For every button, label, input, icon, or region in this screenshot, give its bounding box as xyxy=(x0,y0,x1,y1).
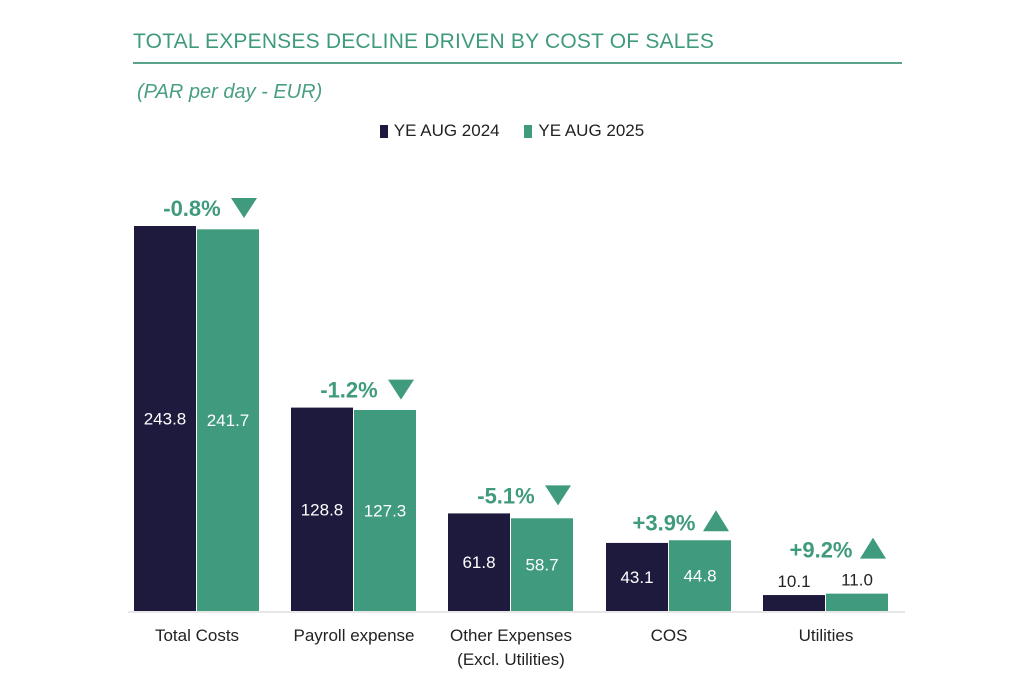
value-label: 10.1 xyxy=(777,572,810,591)
bar-2025-2 xyxy=(511,518,573,611)
legend-swatch-2025 xyxy=(524,124,533,138)
bar-2025-1 xyxy=(354,409,416,611)
bar-2025-3 xyxy=(669,540,731,611)
legend-label-2025: YE AUG 2025 xyxy=(538,121,645,140)
triangle-up-icon xyxy=(860,537,886,559)
change-percent-label: -1.2% xyxy=(320,378,377,403)
bar-2024-0 xyxy=(134,226,196,611)
value-label: 11.0 xyxy=(841,571,873,590)
triangle-down-icon xyxy=(388,379,414,400)
legend-item-2025: YE AUG 2025 xyxy=(524,121,644,141)
bar-2024-1 xyxy=(291,407,353,611)
value-label: 58.7 xyxy=(525,556,558,575)
value-label: 43.1 xyxy=(620,568,653,587)
value-label: 241.7 xyxy=(207,411,250,430)
title-divider xyxy=(133,62,902,64)
bar-2024-3 xyxy=(606,542,668,611)
value-label: 127.3 xyxy=(364,501,407,520)
value-label: 243.8 xyxy=(144,410,187,429)
change-percent-label: -0.8% xyxy=(163,196,220,221)
category-label: Utilities xyxy=(799,626,854,645)
bar-2025-4 xyxy=(826,593,888,611)
change-percent-label: +3.9% xyxy=(633,510,696,535)
category-label: Total Costs xyxy=(155,626,239,645)
triangle-up-icon xyxy=(703,510,729,532)
change-percent-label: -5.1% xyxy=(477,483,534,508)
value-label: 44.8 xyxy=(683,567,716,586)
category-label: (Excl. Utilities) xyxy=(457,650,565,669)
legend: YE AUG 2024 YE AUG 2025 xyxy=(0,121,1024,143)
value-label: 61.8 xyxy=(462,553,495,572)
chart-title: TOTAL EXPENSES DECLINE DRIVEN BY COST OF… xyxy=(133,30,715,53)
legend-label-2024: YE AUG 2024 xyxy=(393,121,500,140)
legend-item-2024: YE AUG 2024 xyxy=(379,121,500,141)
chart-subtitle: (PAR per day - EUR) xyxy=(137,81,323,103)
change-percent-label: +9.2% xyxy=(790,538,853,563)
bar-2024-4 xyxy=(763,595,825,611)
value-label: 128.8 xyxy=(301,500,344,519)
legend-swatch-2024 xyxy=(379,124,388,138)
category-label: Other Expenses xyxy=(450,626,572,645)
triangle-down-icon xyxy=(545,485,571,506)
category-label: Payroll expense xyxy=(294,626,415,645)
bar-2024-2 xyxy=(448,513,510,611)
bar-2025-0 xyxy=(197,229,259,612)
triangle-down-icon xyxy=(231,198,257,218)
category-label: COS xyxy=(651,626,688,645)
